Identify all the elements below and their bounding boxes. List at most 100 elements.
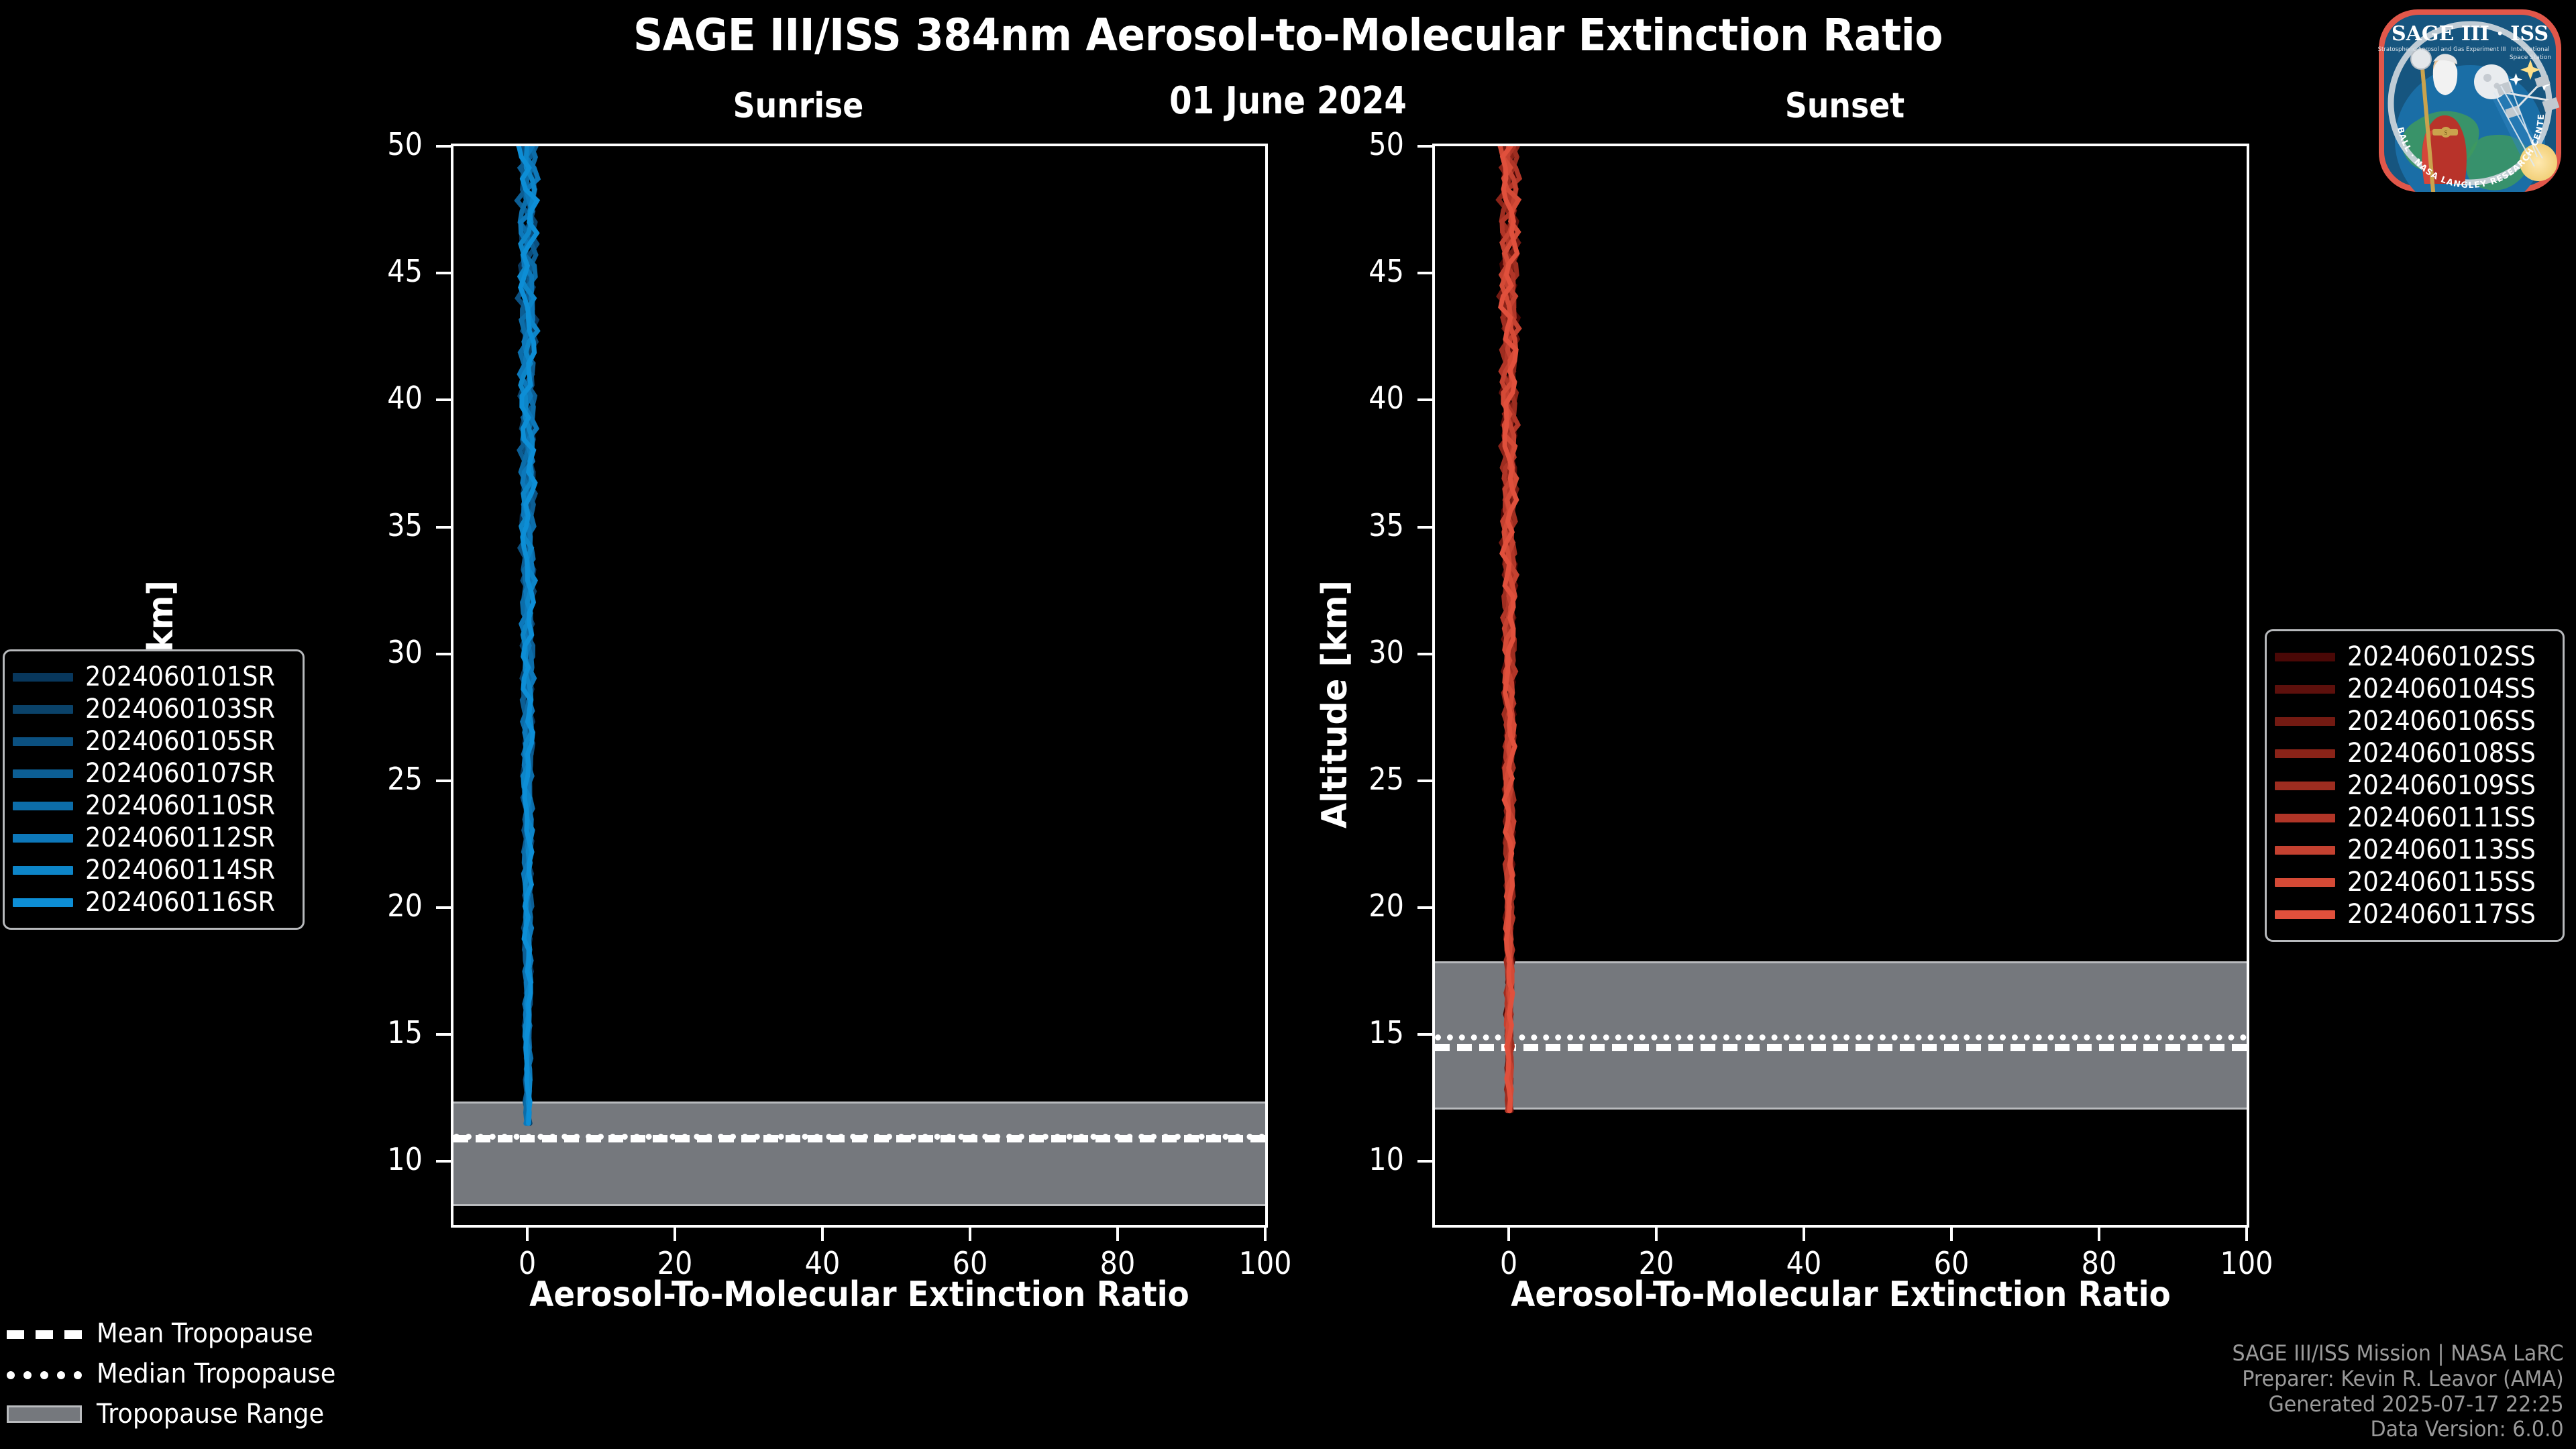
x-axis-tick: [1950, 1228, 1953, 1241]
legend-item[interactable]: 2024060105SR: [13, 725, 292, 757]
y-axis-tick-label: 20: [1368, 888, 1404, 924]
legend-color-swatch: [13, 769, 73, 778]
x-axis-tick-label: 40: [1786, 1245, 1822, 1281]
y-axis-tick-label: 45: [387, 253, 423, 290]
credit-line: Preparer: Kevin R. Leavor (AMA): [2242, 1365, 2564, 1391]
legend-item-label: 2024060102SS: [2347, 641, 2536, 672]
legend-item[interactable]: 2024060102SS: [2275, 641, 2552, 673]
series-line: [1498, 146, 1520, 1114]
legend-item[interactable]: 2024060116SR: [13, 886, 292, 918]
legend-item-label: 2024060109SS: [2347, 770, 2536, 801]
legend-item-label: 2024060103SR: [85, 694, 276, 724]
y-axis-tick: [1417, 779, 1432, 782]
x-axis-tick: [2245, 1228, 2248, 1241]
y-axis-tick: [1417, 906, 1432, 910]
x-axis-tick: [526, 1228, 529, 1241]
legend-item[interactable]: 2024060115SS: [2275, 866, 2552, 898]
y-axis-tick: [436, 1033, 451, 1036]
legend-item[interactable]: 2024060107SR: [13, 757, 292, 790]
y-axis-tick-label: 15: [387, 1014, 423, 1051]
legend-item[interactable]: 2024060106SS: [2275, 705, 2552, 737]
logo-title-text: SAGE III · ISS: [2392, 22, 2548, 46]
tropopause-legend-key: [7, 1365, 82, 1383]
y-axis-tick-label: 20: [387, 888, 423, 924]
y-axis-tick: [1417, 1033, 1432, 1036]
legend-color-swatch: [2275, 813, 2335, 822]
y-axis-tick: [436, 779, 451, 782]
tropopause-legend-key: [7, 1325, 82, 1342]
dotted-line-icon: [7, 1371, 82, 1379]
x-axis-tick-label: 40: [804, 1245, 841, 1281]
legend-color-swatch: [13, 898, 73, 907]
x-axis-tick: [1803, 1228, 1805, 1241]
legend-item-label: 2024060101SR: [85, 661, 276, 692]
tropopause-legend-item: Tropopause Range: [7, 1394, 356, 1434]
legend-item[interactable]: 2024060110SR: [13, 790, 292, 822]
legend-item[interactable]: 2024060113SS: [2275, 834, 2552, 866]
x-axis-title-sunrise: Aerosol-To-Molecular Extinction Ratio: [529, 1275, 1189, 1315]
legend-item-label: 2024060106SS: [2347, 706, 2536, 737]
y-axis-tick-label: 30: [1368, 633, 1404, 670]
legend-item-label: 2024060108SS: [2347, 738, 2536, 769]
legend-item[interactable]: 2024060114SR: [13, 854, 292, 886]
x-axis-tick: [969, 1228, 971, 1241]
x-axis-tick-label: 60: [1933, 1245, 1970, 1281]
mission-patch-icon: S SAGE III · ISS Stratospheric Aerosol a…: [2366, 0, 2561, 192]
y-axis-tick-label: 50: [387, 126, 423, 162]
logo-subtitle-right-1: International: [2511, 46, 2549, 53]
y-axis-tick: [436, 906, 451, 910]
y-axis-tick: [436, 1160, 451, 1163]
legend-item-label: 2024060116SR: [85, 887, 276, 918]
legend-item[interactable]: 2024060112SR: [13, 822, 292, 854]
x-axis-title-sunset: Aerosol-To-Molecular Extinction Ratio: [1511, 1275, 2171, 1315]
y-axis-tick-label: 30: [387, 633, 423, 670]
x-axis-tick-label: 0: [518, 1245, 537, 1281]
y-axis-tick: [1417, 398, 1432, 402]
series-layer: [1495, 146, 1523, 1114]
legend-item[interactable]: 2024060117SS: [2275, 898, 2552, 930]
x-axis-tick: [674, 1228, 676, 1241]
legend-item[interactable]: 2024060111SS: [2275, 802, 2552, 834]
plot-area-sunrise: [453, 146, 1265, 1225]
x-axis-tick-label: 80: [2081, 1245, 2117, 1281]
legend-item-label: 2024060113SS: [2347, 835, 2536, 865]
legend-item-label: 2024060104SS: [2347, 674, 2536, 704]
y-axis-title-sunset: Altitude [km]: [1315, 580, 1355, 829]
y-axis-tick-label: 45: [1368, 253, 1404, 290]
legend-item[interactable]: 2024060108SS: [2275, 737, 2552, 769]
x-axis-tick-label: 0: [1499, 1245, 1518, 1281]
legend-color-swatch: [2275, 781, 2335, 790]
x-axis-tick: [1116, 1228, 1119, 1241]
y-axis-tick: [1417, 1160, 1432, 1163]
legend-color-swatch: [13, 865, 73, 875]
legend-item[interactable]: 2024060101SR: [13, 661, 292, 693]
y-axis-tick-label: 40: [387, 380, 423, 417]
y-axis-tick-label: 50: [1368, 126, 1404, 162]
legend-item[interactable]: 2024060103SR: [13, 693, 292, 725]
legend-color-swatch: [2275, 845, 2335, 855]
credit-line: SAGE III/ISS Mission | NASA LaRC: [2232, 1340, 2564, 1366]
y-axis-tick-label: 25: [1368, 760, 1404, 797]
x-axis-tick-label: 20: [657, 1245, 693, 1281]
credits-block: SAGE III/ISS Mission | NASA LaRC Preparer…: [2232, 1340, 2564, 1442]
legend-color-swatch: [13, 833, 73, 843]
y-axis-tick-label: 35: [387, 506, 423, 543]
legend-item-label: 2024060117SS: [2347, 899, 2536, 930]
y-axis-tick-label: 10: [1368, 1141, 1404, 1178]
tropopause-legend-item: Median Tropopause: [7, 1354, 356, 1394]
tropopause-legend-key: [7, 1405, 82, 1423]
legend-item[interactable]: 2024060104SS: [2275, 673, 2552, 705]
y-axis-tick: [1417, 272, 1432, 275]
y-axis-tick: [1417, 525, 1432, 529]
sage-iii-iss-logo: S SAGE III · ISS Stratospheric Aerosol a…: [2366, 0, 2571, 204]
tropopause-legend-item: Mean Tropopause: [7, 1313, 356, 1354]
legend-sunrise[interactable]: 2024060101SR 2024060103SR 2024060105SR 2024…: [3, 649, 305, 930]
tropopause-legend-label: Tropopause Range: [97, 1399, 325, 1430]
x-axis-tick-label: 100: [1238, 1245, 1292, 1281]
legend-sunset[interactable]: 2024060102SS 2024060104SS 2024060106SS 2024…: [2265, 629, 2565, 942]
legend-item-label: 2024060110SR: [85, 790, 276, 821]
legend-color-swatch: [2275, 652, 2335, 661]
range-band-icon: [7, 1405, 82, 1423]
tropopause-legend-label: Median Tropopause: [97, 1358, 336, 1389]
legend-item[interactable]: 2024060109SS: [2275, 769, 2552, 802]
